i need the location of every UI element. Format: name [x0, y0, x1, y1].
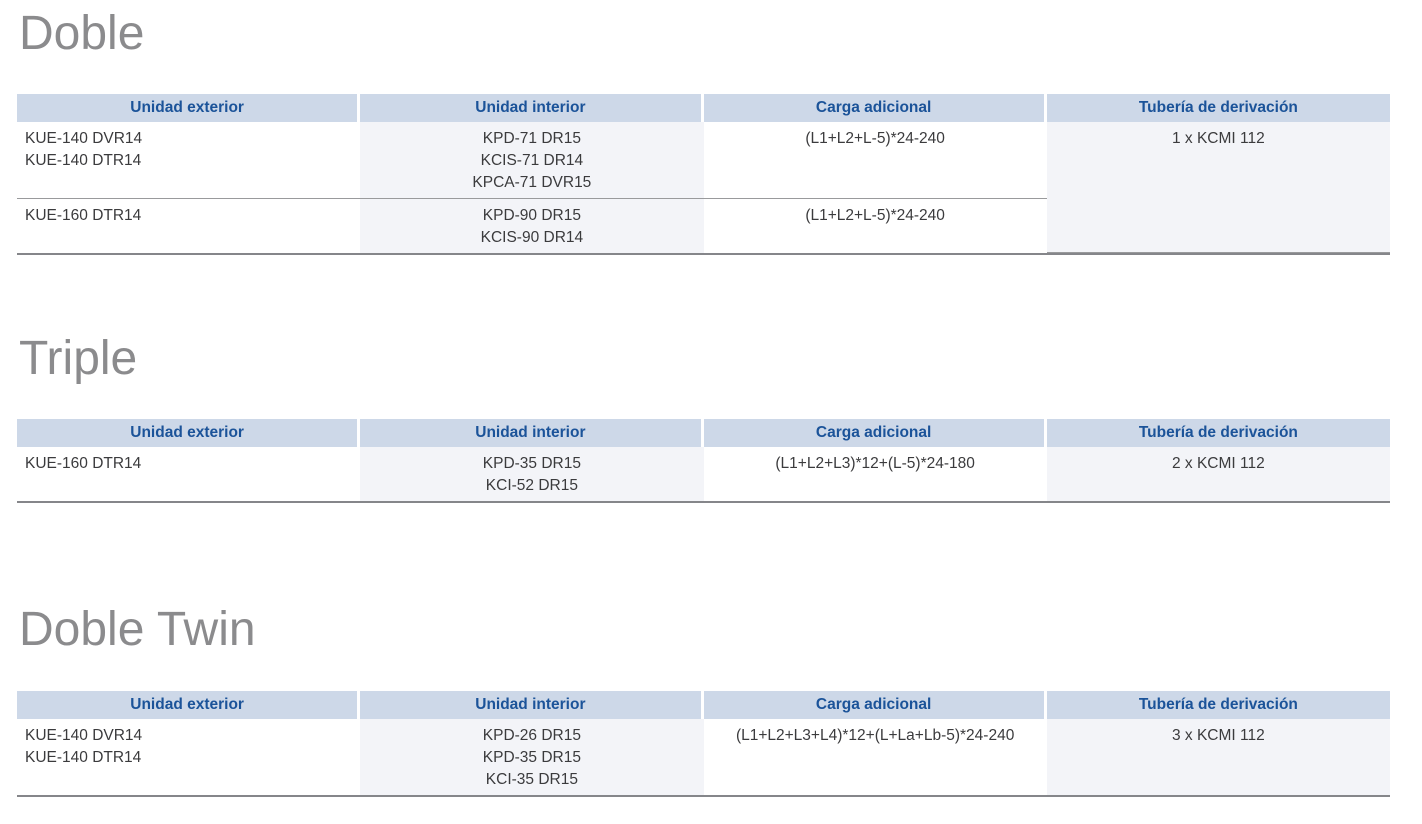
- table-row: KUE-140 DVR14 KUE-140 DTR14 KPD-26 DR15 …: [17, 718, 1390, 795]
- cell-carga-adicional: (L1+L2+L3)*12+(L-5)*24-180: [775, 455, 975, 473]
- column-header-unidad-interior: Unidad interior: [360, 94, 704, 123]
- column-header-unidad-exterior: Unidad exterior: [17, 419, 361, 448]
- table-triple: Unidad exterior Unidad interior Carga ad…: [17, 419, 1390, 504]
- section-triple: Triple Unidad exterior Unidad interior C…: [17, 331, 1390, 504]
- table-row: KUE-140 DVR14 KUE-140 DTR14 KPD-71 DR15 …: [17, 122, 1390, 254]
- column-header-unidad-interior: Unidad interior: [360, 690, 704, 719]
- column-header-carga-adicional: Carga adicional: [703, 419, 1047, 448]
- cell-unidad-interior: KPD-26 DR15 KPD-35 DR15 KCI-35 DR15: [360, 718, 704, 795]
- column-header-unidad-interior: Unidad interior: [360, 419, 704, 448]
- cell-unidad-interior: KPD-71 DR15 KCIS-71 DR14 KPCA-71 DVR15: [360, 122, 704, 200]
- cell-tuberia-derivacion: 1 x KCMI 112: [1046, 122, 1390, 254]
- cell-unidad-interior: KPD-90 DR15 KCIS-90 DR14: [360, 199, 704, 254]
- column-header-tuberia-derivacion: Tubería de derivación: [1046, 690, 1390, 719]
- cell-tuberia-derivacion: 3 x KCMI 112: [1046, 718, 1390, 795]
- section-doble: Doble Unidad exterior Unidad interior Ca…: [17, 6, 1390, 256]
- table-doble: Unidad exterior Unidad interior Carga ad…: [17, 94, 1390, 256]
- cell-unidad-exterior: KUE-140 DVR14 KUE-140 DTR14: [25, 726, 143, 766]
- column-header-carga-adicional: Carga adicional: [703, 690, 1047, 719]
- cell-carga-adicional: (L1+L2+L-5)*24-240: [805, 207, 945, 225]
- table-row: KUE-160 DTR14 KPD-90 DR15 KCIS-90 DR14 (…: [17, 199, 1390, 254]
- table-header-row: Unidad exterior Unidad interior Carga ad…: [17, 94, 1390, 123]
- column-header-unidad-exterior: Unidad exterior: [17, 690, 361, 719]
- section-title-doble-twin: Doble Twin: [19, 603, 256, 657]
- table-doble-twin: Unidad exterior Unidad interior Carga ad…: [17, 690, 1390, 797]
- section-title-triple: Triple: [19, 332, 138, 386]
- table-header-row: Unidad exterior Unidad interior Carga ad…: [17, 419, 1390, 448]
- column-header-tuberia-derivacion: Tubería de derivación: [1046, 419, 1390, 448]
- cell-unidad-exterior: KUE-160 DTR14: [25, 207, 142, 225]
- table-header-row: Unidad exterior Unidad interior Carga ad…: [17, 690, 1390, 719]
- section-doble-twin: Doble Twin Unidad exterior Unidad interi…: [17, 602, 1390, 797]
- column-header-unidad-exterior: Unidad exterior: [17, 94, 361, 123]
- cell-carga-adicional: (L1+L2+L3+L4)*12+(L+La+Lb-5)*24-240: [735, 726, 1015, 744]
- cell-unidad-interior: KPD-35 DR15 KCI-52 DR15: [360, 447, 704, 502]
- cell-tuberia-derivacion: 2 x KCMI 112: [1046, 447, 1390, 502]
- cell-unidad-exterior: KUE-140 DVR14 KUE-140 DTR14: [17, 122, 361, 200]
- cell-carga-adicional: (L1+L2+L-5)*24-240: [703, 122, 1047, 200]
- column-header-carga-adicional: Carga adicional: [703, 94, 1047, 123]
- column-header-tuberia-derivacion: Tubería de derivación: [1046, 94, 1390, 123]
- cell-unidad-exterior: KUE-160 DTR14: [25, 455, 142, 473]
- table-row: KUE-160 DTR14 KPD-35 DR15 KCI-52 DR15 (L…: [17, 447, 1390, 502]
- section-title-doble: Doble: [19, 7, 145, 60]
